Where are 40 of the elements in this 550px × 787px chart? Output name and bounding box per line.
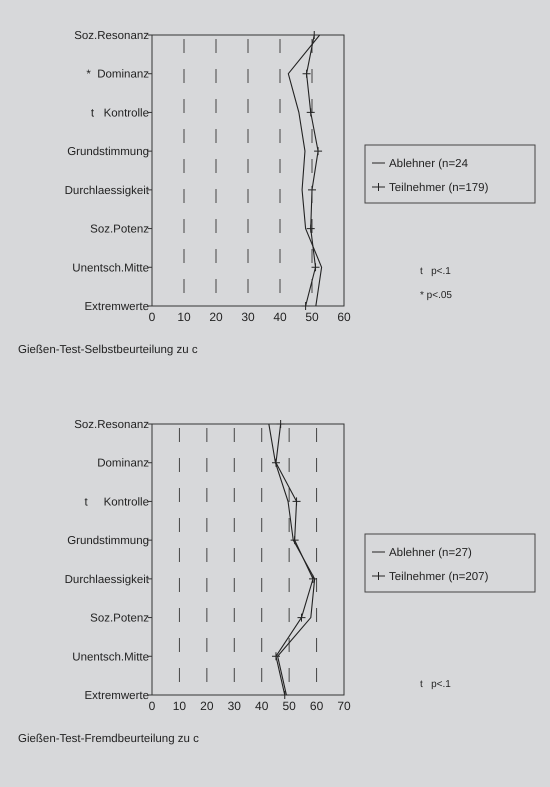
legend-label: Teilnehmer (n=179): [389, 182, 489, 194]
x-tick-label: 20: [200, 699, 214, 713]
x-tick-label: 60: [337, 310, 351, 324]
y-tick-label: t Kontrolle: [84, 496, 149, 508]
text: * p<.05: [420, 290, 452, 301]
y-tick-label: Extremwerte: [84, 301, 149, 313]
x-tick-label: 10: [172, 699, 186, 713]
y-tick-label: * Dominanz: [86, 68, 150, 81]
text: Gießen-Test-Fremdbeurteilung zu c: [18, 733, 200, 745]
text: t p<.1: [420, 679, 452, 690]
x-tick-label: 40: [273, 310, 287, 324]
x-tick-label: 50: [305, 310, 319, 324]
x-tick-label: 30: [241, 310, 255, 324]
x-tick-label: 70: [337, 699, 351, 713]
x-tick-label: 40: [255, 699, 269, 713]
x-tick-label: 0: [148, 699, 156, 713]
text: Gießen-Test-Selbstbeurteilung zu c: [18, 344, 198, 356]
legend-label: Ablehner (n=24: [389, 158, 469, 170]
y-tick-label: Unentsch.Mitte: [72, 651, 149, 664]
x-tick-label: 30: [228, 699, 242, 713]
y-tick-label: Grundstimmung: [67, 146, 149, 158]
x-tick-label: 0: [148, 310, 156, 324]
y-tick-label: Unentsch.Mitte: [72, 262, 149, 274]
y-tick-label: t Kontrolle: [90, 107, 149, 120]
y-tick-label: Dominanz: [97, 458, 150, 470]
x-tick-label: 10: [177, 310, 191, 324]
x-tick-label: 60: [310, 699, 324, 713]
y-tick-label: Durchlaessigkeit: [64, 574, 150, 586]
legend-label: Ablehner (n=27): [389, 547, 472, 559]
y-tick-label: Durchlaessigkeit: [64, 184, 150, 197]
y-tick-label: Soz.Potenz: [90, 612, 150, 625]
y-tick-label: Grundstimmung: [67, 535, 149, 548]
legend-label: Teilnehmer (n=207): [389, 571, 489, 583]
y-tick-label: Extremwerte: [84, 690, 149, 702]
x-tick-label: 20: [209, 310, 223, 324]
y-tick-label: Soz.Potenz: [90, 224, 150, 236]
y-tick-label: Soz.Resonanz: [74, 419, 150, 431]
text: t p<.1: [420, 266, 452, 277]
y-tick-label: Soz.Resonanz: [74, 30, 150, 42]
x-tick-label: 50: [282, 699, 296, 713]
